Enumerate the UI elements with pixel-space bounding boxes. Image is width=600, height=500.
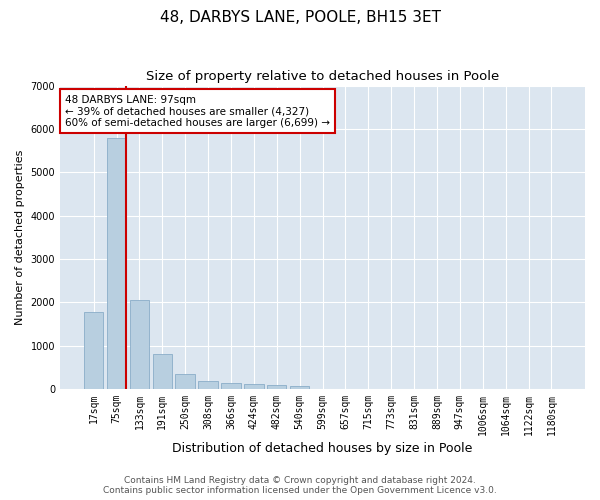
Bar: [290, 386, 310, 389]
Title: Size of property relative to detached houses in Poole: Size of property relative to detached ho…: [146, 70, 499, 83]
X-axis label: Distribution of detached houses by size in Poole: Distribution of detached houses by size …: [172, 442, 473, 455]
Text: 48, DARBYS LANE, POOLE, BH15 3ET: 48, DARBYS LANE, POOLE, BH15 3ET: [160, 10, 440, 25]
Y-axis label: Number of detached properties: Number of detached properties: [15, 150, 25, 325]
Bar: [130, 300, 149, 389]
Bar: [84, 312, 103, 389]
Bar: [199, 380, 218, 389]
Bar: [175, 374, 195, 389]
Bar: [267, 385, 286, 389]
Bar: [107, 138, 126, 389]
Text: 48 DARBYS LANE: 97sqm
← 39% of detached houses are smaller (4,327)
60% of semi-d: 48 DARBYS LANE: 97sqm ← 39% of detached …: [65, 94, 330, 128]
Text: Contains HM Land Registry data © Crown copyright and database right 2024.
Contai: Contains HM Land Registry data © Crown c…: [103, 476, 497, 495]
Bar: [221, 383, 241, 389]
Bar: [152, 354, 172, 389]
Bar: [244, 384, 263, 389]
